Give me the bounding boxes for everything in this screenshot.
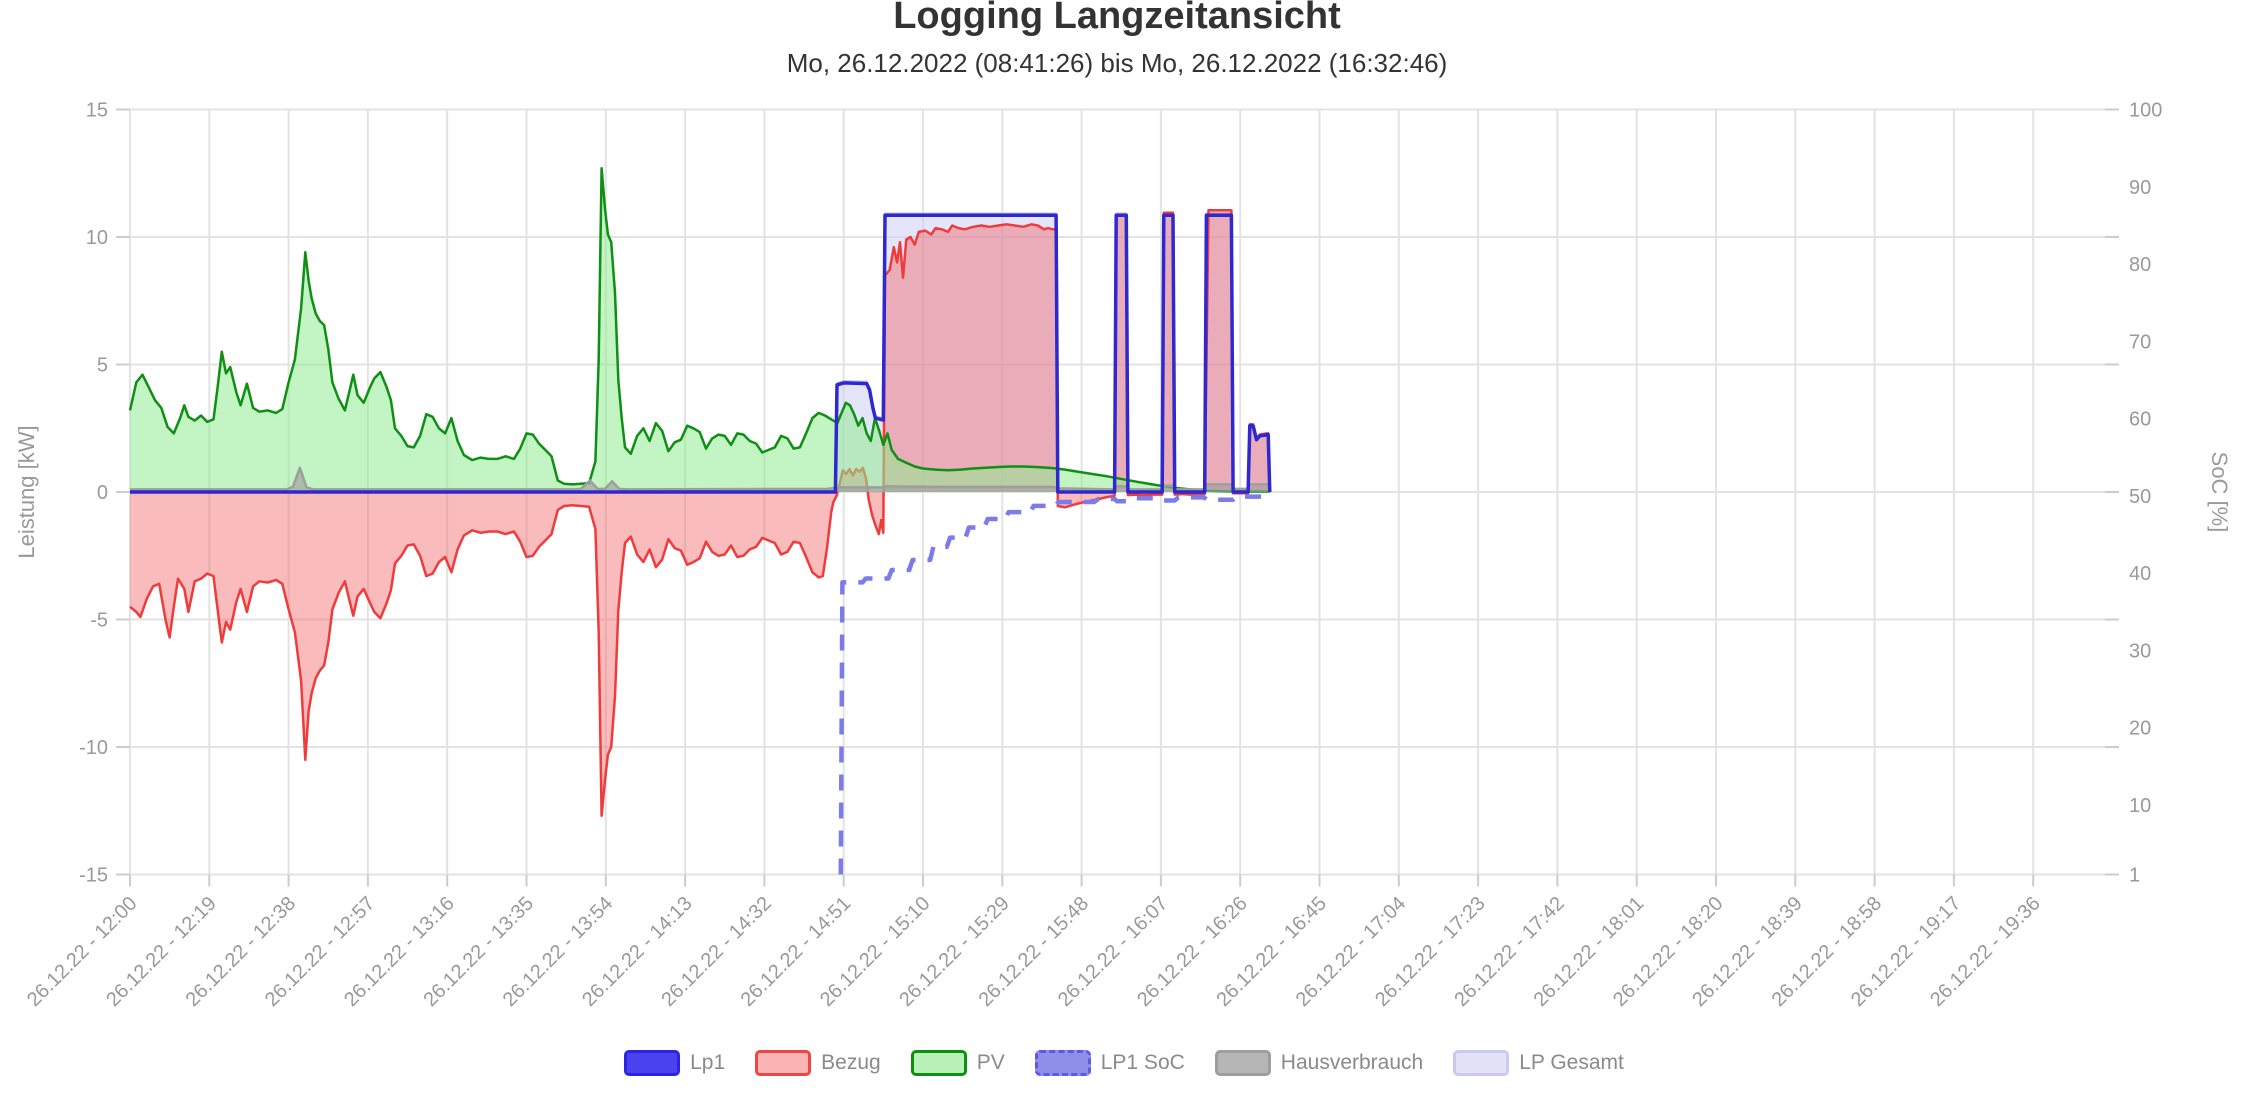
series-lp-gesamt-area [130,213,1270,492]
y-left-tick-label: -5 [90,610,108,632]
series-bezug-area [130,210,1270,816]
chart-title: Logging Langzeitansicht [893,0,1341,37]
y-left-tick-label: 10 [86,227,108,249]
legend-swatch [624,1050,681,1076]
y-left-tick-label: -10 [79,737,108,759]
series-pv-area [130,168,1270,492]
legend-item-lp-gesamt[interactable]: LP Gesamt [1453,1050,1624,1076]
legend-item-hausverbrauch[interactable]: Hausverbrauch [1214,1050,1424,1076]
legend-swatch [910,1050,967,1076]
legend-item-label: LP1 SoC [1100,1051,1185,1074]
legend-swatch [1214,1050,1271,1076]
y-axis-left-title: Leistung [kW] [14,425,39,558]
y-right-tick-label: 80 [2129,254,2151,276]
y-right-tick-label: 10 [2129,795,2151,817]
y-right-tick-label: 30 [2129,640,2151,662]
y-right-tick-label: 1 [2129,865,2140,887]
y-right-tick-label: 90 [2129,177,2151,199]
legend-swatch [1034,1050,1091,1076]
legend-item-lp1[interactable]: Lp1 [624,1050,725,1076]
series-pv-line [128,166,1270,493]
y-left-tick-label: 5 [97,355,108,377]
legend-item-label: PV [976,1051,1005,1074]
y-right-tick-label: 50 [2129,486,2151,508]
y-right-tick-label: 40 [2129,563,2151,585]
y-right-tick-label: 70 [2129,331,2151,353]
y-right-tick-label: 20 [2129,718,2151,740]
legend-item-bezug[interactable]: Bezug [755,1050,881,1076]
legend-item-label: LP Gesamt [1519,1051,1624,1074]
legend-swatch [755,1050,812,1076]
y-left-tick-label: 15 [86,100,108,122]
legend-item-lp1-soc[interactable]: LP1 SoC [1034,1050,1185,1076]
y-left-tick-label: 0 [97,482,108,504]
series-lp1-line [130,213,1272,494]
series-bezug-line [129,208,1272,818]
legend-item-label: Hausverbrauch [1280,1051,1424,1074]
y-axis-right-title: SoC [%] [2207,452,2232,533]
y-left-tick-label: -15 [79,865,108,887]
chart-subtitle: Mo, 26.12.2022 (08:41:26) bis Mo, 26.12.… [787,48,1448,78]
legend-item-label: Lp1 [690,1051,726,1074]
legend-swatch [1453,1050,1510,1076]
series-areas [128,166,1272,875]
axis-ticks [116,108,2119,887]
series-lp1-soc-line [838,494,1270,875]
chart-legend: Lp1 Bezug PV LP1 SoC Hausverbrauch LP Ge… [0,1050,2248,1076]
y-right-tick-label: 60 [2129,409,2151,431]
legend-item-label: Bezug [821,1051,881,1074]
legend-item-pv[interactable]: PV [910,1050,1005,1076]
y-right-tick-label: 100 [2129,100,2162,122]
